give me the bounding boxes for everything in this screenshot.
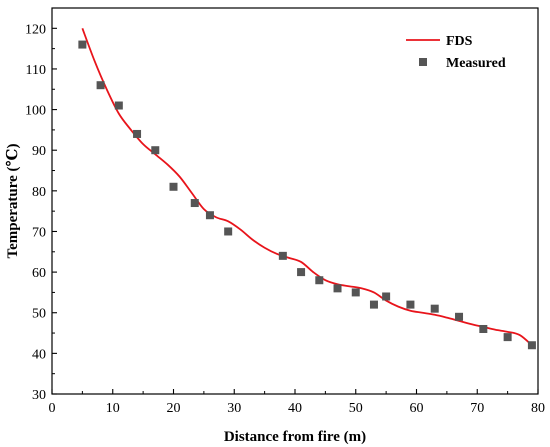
measured-point <box>503 333 512 342</box>
legend: FDS Measured <box>406 34 506 71</box>
measured-point <box>315 276 324 285</box>
measured-point <box>114 101 123 110</box>
measured-point <box>78 40 87 49</box>
measured-point <box>479 324 488 333</box>
y-tick-label: 100 <box>25 104 46 119</box>
measured-point <box>205 211 214 220</box>
x-tick-label: 50 <box>349 401 363 416</box>
y-axis-title: Temperature (℃) <box>5 143 21 258</box>
x-tick-label: 0 <box>49 401 56 416</box>
measured-point <box>430 304 439 313</box>
x-tick-label: 20 <box>167 401 181 416</box>
measured-point <box>297 268 306 277</box>
legend-swatch-square <box>419 58 427 66</box>
measured-point <box>351 288 360 297</box>
measured-point <box>151 146 160 155</box>
measured-point <box>333 284 342 293</box>
x-tick-label: 70 <box>470 401 484 416</box>
legend-label: Measured <box>446 56 506 71</box>
x-tick-label: 80 <box>531 401 545 416</box>
y-tick-label: 110 <box>26 63 46 78</box>
legend-label: FDS <box>446 34 473 49</box>
y-tick-label: 50 <box>32 307 46 322</box>
series-line-fds <box>81 28 533 346</box>
measured-point <box>133 129 142 138</box>
measured-point <box>96 81 105 90</box>
measured-point <box>278 251 287 260</box>
x-tick-label: 10 <box>106 401 120 416</box>
y-tick-label: 30 <box>32 388 46 403</box>
y-tick-label: 40 <box>32 347 46 362</box>
measured-point <box>527 341 536 350</box>
x-tick-label: 60 <box>410 401 424 416</box>
x-tick-label: 30 <box>227 401 241 416</box>
y-tick-label: 80 <box>32 185 46 200</box>
measured-point <box>406 300 415 309</box>
y-tick-label: 90 <box>32 144 46 159</box>
measured-point <box>169 182 178 191</box>
y-tick-label: 70 <box>32 225 46 240</box>
measured-point <box>190 199 199 208</box>
y-tick-label: 60 <box>32 266 46 281</box>
measured-point <box>224 227 233 236</box>
y-tick-label: 120 <box>25 22 46 37</box>
x-tick-label: 40 <box>288 401 302 416</box>
x-axis-title: Distance from fire (m) <box>224 429 366 445</box>
measured-point <box>455 312 464 321</box>
measured-point <box>382 292 391 301</box>
measured-point <box>369 300 378 309</box>
